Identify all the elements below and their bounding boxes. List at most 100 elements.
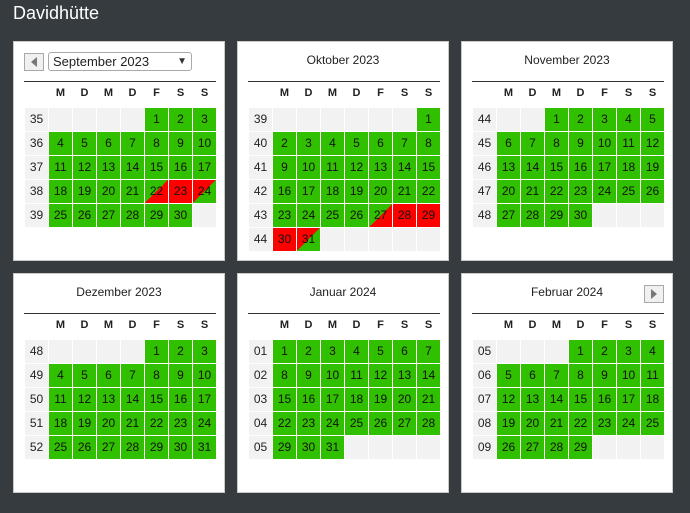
- day-cell[interactable]: 6: [97, 132, 120, 155]
- day-cell[interactable]: 20: [521, 412, 544, 435]
- day-cell[interactable]: 6: [497, 132, 520, 155]
- day-cell[interactable]: 19: [73, 412, 96, 435]
- day-cell[interactable]: 8: [273, 364, 296, 387]
- prev-month-button[interactable]: [24, 53, 44, 71]
- day-cell[interactable]: 5: [73, 132, 96, 155]
- day-cell[interactable]: 19: [497, 412, 520, 435]
- day-cell[interactable]: 31: [193, 436, 216, 459]
- day-cell[interactable]: 3: [193, 108, 216, 131]
- day-cell[interactable]: 13: [97, 388, 120, 411]
- day-cell[interactable]: 27: [97, 204, 120, 227]
- day-cell[interactable]: 1: [417, 108, 440, 131]
- day-cell[interactable]: 3: [297, 132, 320, 155]
- day-cell[interactable]: 12: [497, 388, 520, 411]
- day-cell[interactable]: 26: [369, 412, 392, 435]
- day-cell[interactable]: 19: [641, 156, 664, 179]
- day-cell[interactable]: 19: [369, 388, 392, 411]
- day-cell[interactable]: 30: [297, 436, 320, 459]
- day-cell[interactable]: 7: [521, 132, 544, 155]
- day-cell[interactable]: 23: [297, 412, 320, 435]
- day-cell[interactable]: 17: [593, 156, 616, 179]
- day-cell[interactable]: 11: [345, 364, 368, 387]
- day-cell[interactable]: 18: [321, 180, 344, 203]
- day-cell[interactable]: 1: [569, 340, 592, 363]
- day-cell[interactable]: 29: [145, 436, 168, 459]
- day-cell[interactable]: 9: [569, 132, 592, 155]
- day-cell[interactable]: 19: [73, 180, 96, 203]
- day-cell[interactable]: 31: [321, 436, 344, 459]
- day-cell[interactable]: 1: [273, 340, 296, 363]
- next-month-button[interactable]: [644, 285, 664, 303]
- day-cell[interactable]: 29: [417, 204, 440, 227]
- day-cell[interactable]: 4: [49, 132, 72, 155]
- day-cell[interactable]: 28: [393, 204, 416, 227]
- day-cell[interactable]: 20: [97, 412, 120, 435]
- day-cell[interactable]: 7: [121, 132, 144, 155]
- day-cell[interactable]: 27: [369, 204, 392, 227]
- day-cell[interactable]: 12: [73, 156, 96, 179]
- day-cell[interactable]: 18: [49, 412, 72, 435]
- day-cell[interactable]: 22: [145, 180, 168, 203]
- day-cell[interactable]: 18: [617, 156, 640, 179]
- day-cell[interactable]: 1: [545, 108, 568, 131]
- day-cell[interactable]: 24: [617, 412, 640, 435]
- day-cell[interactable]: 17: [193, 156, 216, 179]
- day-cell[interactable]: 24: [193, 180, 216, 203]
- day-cell[interactable]: 6: [393, 340, 416, 363]
- day-cell[interactable]: 15: [145, 156, 168, 179]
- day-cell[interactable]: 7: [393, 132, 416, 155]
- day-cell[interactable]: 9: [297, 364, 320, 387]
- day-cell[interactable]: 13: [97, 156, 120, 179]
- day-cell[interactable]: 18: [49, 180, 72, 203]
- day-cell[interactable]: 25: [321, 204, 344, 227]
- day-cell[interactable]: 29: [569, 436, 592, 459]
- day-cell[interactable]: 24: [297, 204, 320, 227]
- day-cell[interactable]: 13: [393, 364, 416, 387]
- day-cell[interactable]: 13: [369, 156, 392, 179]
- day-cell[interactable]: 4: [345, 340, 368, 363]
- day-cell[interactable]: 5: [369, 340, 392, 363]
- day-cell[interactable]: 11: [49, 156, 72, 179]
- day-cell[interactable]: 21: [121, 412, 144, 435]
- day-cell[interactable]: 25: [49, 436, 72, 459]
- day-cell[interactable]: 17: [297, 180, 320, 203]
- day-cell[interactable]: 25: [617, 180, 640, 203]
- day-cell[interactable]: 3: [193, 340, 216, 363]
- day-cell[interactable]: 21: [545, 412, 568, 435]
- day-cell[interactable]: 12: [641, 132, 664, 155]
- day-cell[interactable]: 5: [641, 108, 664, 131]
- day-cell[interactable]: 30: [169, 436, 192, 459]
- day-cell[interactable]: 28: [121, 436, 144, 459]
- day-cell[interactable]: 15: [273, 388, 296, 411]
- day-cell[interactable]: 29: [545, 204, 568, 227]
- day-cell[interactable]: 22: [417, 180, 440, 203]
- day-cell[interactable]: 20: [369, 180, 392, 203]
- day-cell[interactable]: 4: [641, 340, 664, 363]
- day-cell[interactable]: 24: [593, 180, 616, 203]
- day-cell[interactable]: 18: [641, 388, 664, 411]
- day-cell[interactable]: 2: [169, 108, 192, 131]
- day-cell[interactable]: 11: [49, 388, 72, 411]
- day-cell[interactable]: 18: [345, 388, 368, 411]
- day-cell[interactable]: 8: [545, 132, 568, 155]
- day-cell[interactable]: 6: [521, 364, 544, 387]
- day-cell[interactable]: 5: [345, 132, 368, 155]
- day-cell[interactable]: 13: [497, 156, 520, 179]
- day-cell[interactable]: 27: [521, 436, 544, 459]
- day-cell[interactable]: 28: [545, 436, 568, 459]
- day-cell[interactable]: 16: [169, 388, 192, 411]
- day-cell[interactable]: 25: [49, 204, 72, 227]
- day-cell[interactable]: 10: [193, 132, 216, 155]
- day-cell[interactable]: 7: [417, 340, 440, 363]
- day-cell[interactable]: 2: [569, 108, 592, 131]
- day-cell[interactable]: 10: [593, 132, 616, 155]
- day-cell[interactable]: 26: [497, 436, 520, 459]
- day-cell[interactable]: 23: [169, 412, 192, 435]
- day-cell[interactable]: 9: [169, 364, 192, 387]
- day-cell[interactable]: 16: [593, 388, 616, 411]
- day-cell[interactable]: 2: [297, 340, 320, 363]
- day-cell[interactable]: 16: [297, 388, 320, 411]
- day-cell[interactable]: 9: [169, 132, 192, 155]
- day-cell[interactable]: 3: [617, 340, 640, 363]
- day-cell[interactable]: 29: [145, 204, 168, 227]
